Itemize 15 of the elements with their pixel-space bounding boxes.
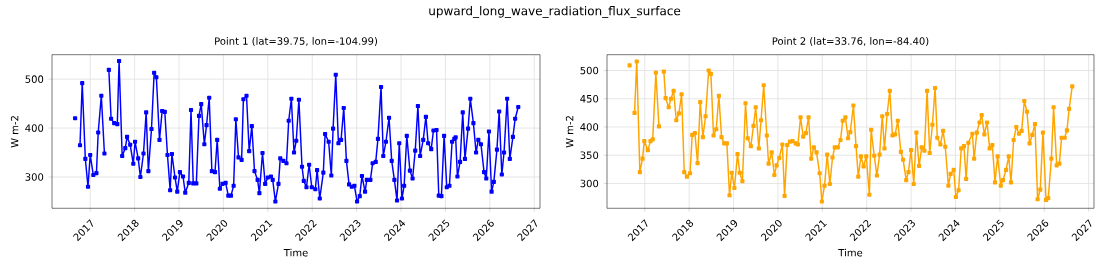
y-tick-label: 400 — [580, 123, 599, 131]
x-axis-title: Time — [838, 248, 863, 257]
chart-title: Point 1 (lat=39.75, lon=-104.99) — [215, 37, 378, 46]
y-tick-label: 400 — [25, 124, 44, 132]
y-tick-label: 300 — [580, 179, 599, 188]
y-tick-label: 450 — [580, 94, 599, 103]
y-tick-label: 500 — [580, 66, 599, 75]
y-axis-title: W m-2 — [565, 116, 574, 148]
y-tick-label: 500 — [25, 75, 44, 83]
text: upward_long_wave_radiation_flux_surface — [429, 6, 681, 18]
chart-title: Point 2 (lat=33.76, lon=-84.40) — [772, 37, 929, 46]
y-tick-label: 350 — [580, 151, 599, 159]
x-axis-title: Time — [283, 248, 308, 257]
y-tick-label: 300 — [25, 173, 44, 181]
y-axis-title: W m-2 — [10, 116, 19, 148]
